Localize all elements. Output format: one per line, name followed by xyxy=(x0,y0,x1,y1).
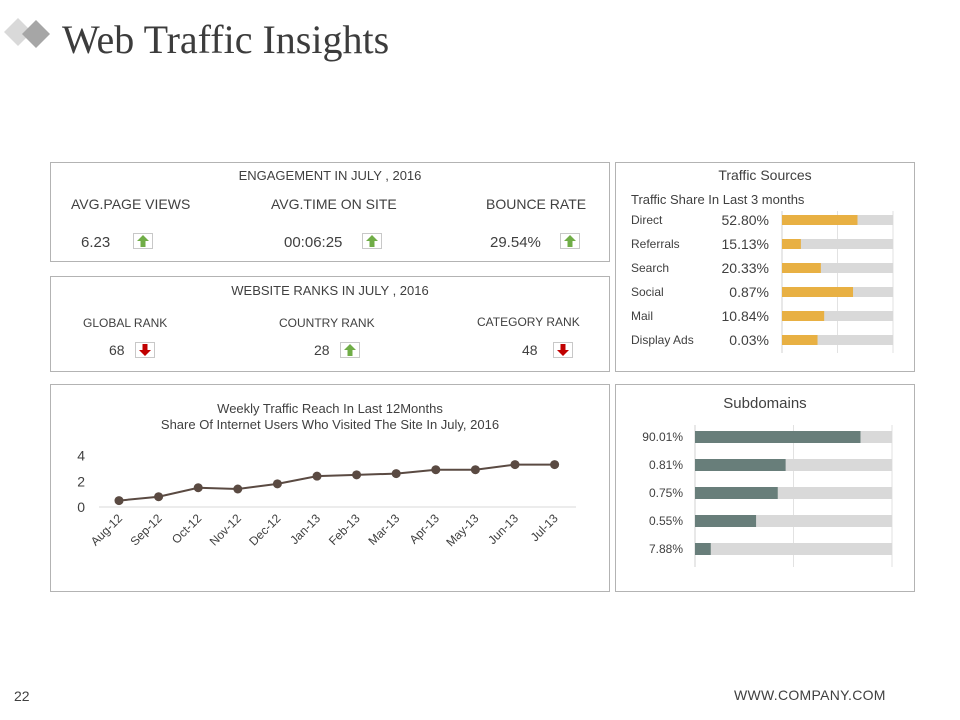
trend-up-icon xyxy=(133,233,153,249)
data-point xyxy=(550,460,560,470)
traffic-sources-subtitle: Traffic Share In Last 3 months xyxy=(631,192,805,207)
logo-diamonds xyxy=(4,18,50,48)
source-bar xyxy=(782,287,854,297)
rank-label-category: CATEGORY RANK xyxy=(477,315,580,329)
subdomain-bar-track xyxy=(695,543,892,555)
x-tick-label: Jan-13 xyxy=(287,511,323,547)
source-value: 0.87% xyxy=(729,284,769,300)
metric-label-bounce-rate: BOUNCE RATE xyxy=(486,196,587,212)
trend-up-icon xyxy=(560,233,580,249)
rank-label-country: COUNTRY RANK xyxy=(279,316,375,330)
source-bar-track xyxy=(782,335,893,345)
subdomains-chart: 90.01% 0.81% 0.75% 0.55% 7.88% xyxy=(642,425,893,567)
subdomain-label: 7.88% xyxy=(649,542,683,556)
company-url[interactable]: WWW.COMPANY.COM xyxy=(734,687,886,703)
data-point xyxy=(352,470,362,480)
rank-label-global: GLOBAL RANK xyxy=(83,316,168,330)
x-tick-label: Dec-12 xyxy=(246,511,283,548)
subdomain-bar xyxy=(695,515,757,527)
x-tick-label: Aug-12 xyxy=(88,511,125,548)
traffic-sources-title: Traffic Sources xyxy=(718,167,812,183)
data-point xyxy=(470,465,480,475)
metric-value-bounce-rate: 29.54% xyxy=(490,234,541,251)
data-point xyxy=(510,460,520,470)
traffic-sources-panel: Traffic Sources Traffic Share In Last 3 … xyxy=(615,162,915,372)
source-label: Referrals xyxy=(631,237,680,251)
rank-value-category: 48 xyxy=(522,342,538,358)
x-tick-label: Nov-12 xyxy=(207,511,244,548)
subdomain-label: 0.81% xyxy=(649,458,683,472)
x-tick-label: Apr-13 xyxy=(407,511,443,547)
x-tick-label: Mar-13 xyxy=(366,511,403,548)
source-value: 15.13% xyxy=(722,236,769,252)
data-point xyxy=(272,479,282,489)
x-tick-label: Oct-12 xyxy=(169,511,205,547)
data-point xyxy=(431,465,441,475)
trend-up-icon xyxy=(340,342,360,358)
trend-down-icon xyxy=(553,342,573,358)
source-bar-track xyxy=(782,311,893,321)
rank-value-country: 28 xyxy=(314,342,330,358)
subdomains-panel: Subdomains 90.01% 0.81% 0.75% 0.55% 7.88% xyxy=(615,384,915,592)
source-value: 20.33% xyxy=(722,260,769,276)
series-line xyxy=(118,463,555,502)
page-number: 22 xyxy=(14,688,30,704)
subdomain-bar xyxy=(695,459,786,471)
subdomain-label: 0.75% xyxy=(649,486,683,500)
engagement-title: ENGAGEMENT IN JULY , 2016 xyxy=(238,168,422,183)
source-bar xyxy=(782,311,825,321)
chart-subtitle: Share Of Internet Users Who Visited The … xyxy=(161,417,499,432)
subdomain-bar xyxy=(695,543,711,555)
subdomain-label: 90.01% xyxy=(642,430,683,444)
source-bar-track xyxy=(782,263,893,273)
x-tick-label: Jun-13 xyxy=(485,511,521,547)
source-bar xyxy=(782,335,818,345)
metric-label-page-views: AVG.PAGE VIEWS xyxy=(71,196,191,212)
source-label: Direct xyxy=(631,213,663,227)
metric-value-time-on-site: 00:06:25 xyxy=(284,234,343,251)
x-tick-label: Feb-13 xyxy=(326,511,363,548)
source-value: 52.80% xyxy=(722,212,769,228)
y-tick-label: 2 xyxy=(77,473,85,489)
source-label: Search xyxy=(631,261,669,275)
subdomains-title: Subdomains xyxy=(723,395,807,412)
ranks-panel: WEBSITE RANKS IN JULY , 2016 GLOBAL RANK… xyxy=(50,276,610,372)
source-label: Social xyxy=(631,285,664,299)
engagement-panel: ENGAGEMENT IN JULY , 2016 AVG.PAGE VIEWS… xyxy=(50,162,610,262)
source-bar xyxy=(782,215,858,225)
chart-title: Weekly Traffic Reach In Last 12Months xyxy=(217,401,443,416)
subdomain-bar xyxy=(695,487,778,499)
page-title: Web Traffic Insights xyxy=(62,17,390,62)
source-bar xyxy=(782,263,821,273)
rank-value-global: 68 xyxy=(109,342,125,358)
metric-label-time-on-site: AVG.TIME ON SITE xyxy=(271,196,397,212)
data-point xyxy=(193,483,203,493)
source-value: 10.84% xyxy=(722,308,769,324)
subdomain-bar xyxy=(695,431,861,443)
data-point xyxy=(312,471,322,481)
trend-up-icon xyxy=(362,233,382,249)
subdomain-label: 0.55% xyxy=(649,514,683,528)
weekly-traffic-chart: Weekly Traffic Reach In Last 12Months Sh… xyxy=(77,401,576,549)
source-label: Display Ads xyxy=(631,333,694,347)
data-point xyxy=(233,484,243,494)
trend-down-icon xyxy=(135,342,155,358)
data-point xyxy=(114,496,124,506)
metric-value-page-views: 6.23 xyxy=(81,234,111,251)
x-tick-label: Jul-13 xyxy=(528,511,561,544)
data-point xyxy=(154,492,164,502)
x-tick-label: Sep-12 xyxy=(127,511,164,548)
source-label: Mail xyxy=(631,309,653,323)
ranks-title: WEBSITE RANKS IN JULY , 2016 xyxy=(231,283,429,298)
y-tick-label: 0 xyxy=(77,499,85,515)
data-point xyxy=(391,469,401,479)
x-tick-label: May-13 xyxy=(443,511,481,549)
weekly-traffic-panel: Weekly Traffic Reach In Last 12Months Sh… xyxy=(50,384,610,592)
source-value: 0.03% xyxy=(729,332,769,348)
source-bar xyxy=(782,239,801,249)
source-bar-track xyxy=(782,239,893,249)
traffic-sources-chart: Direct 52.80% Referrals 15.13% Search 20.33% S… xyxy=(631,211,894,353)
y-tick-label: 4 xyxy=(77,448,85,464)
